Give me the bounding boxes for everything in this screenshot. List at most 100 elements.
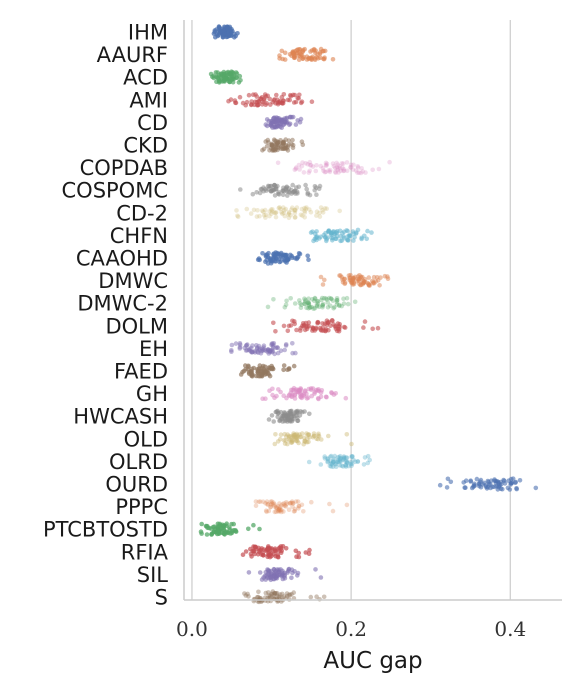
point <box>294 436 300 442</box>
point <box>268 502 274 507</box>
y-tick-label: COPDAB <box>80 156 168 180</box>
point <box>294 48 300 53</box>
point <box>270 392 275 398</box>
series-ourd <box>437 476 539 492</box>
point <box>281 363 287 368</box>
point <box>334 160 339 166</box>
y-tick-label: ACD <box>123 66 168 90</box>
point <box>320 303 326 308</box>
point <box>508 482 513 487</box>
point <box>291 431 296 436</box>
y-tick-label: AAURF <box>97 43 168 67</box>
point <box>312 57 318 62</box>
point <box>220 35 226 40</box>
point <box>278 503 284 508</box>
point <box>271 137 277 142</box>
point <box>359 166 364 171</box>
point <box>255 594 261 600</box>
point <box>245 591 250 597</box>
point <box>229 521 234 527</box>
y-tick-label: OURD <box>105 473 168 497</box>
point <box>291 363 297 369</box>
point <box>273 124 279 130</box>
point <box>293 165 299 170</box>
point <box>316 433 321 438</box>
series-acd <box>208 69 243 85</box>
point <box>264 509 269 515</box>
point <box>295 499 301 504</box>
point <box>281 367 286 373</box>
point <box>289 499 295 504</box>
point <box>298 116 304 122</box>
point <box>342 325 348 330</box>
point <box>308 209 314 215</box>
point <box>269 501 275 506</box>
point <box>282 146 288 151</box>
point <box>288 500 293 506</box>
point <box>274 505 280 511</box>
point <box>289 440 294 445</box>
point <box>337 455 342 460</box>
point <box>309 499 314 505</box>
point <box>283 546 289 551</box>
point <box>351 231 356 236</box>
point <box>305 191 311 197</box>
point <box>283 302 289 308</box>
point <box>273 329 278 334</box>
y-tick-label: PPPC <box>115 495 168 519</box>
point <box>344 160 350 165</box>
point <box>308 162 314 168</box>
point <box>274 393 279 399</box>
point <box>290 189 296 195</box>
point <box>358 170 364 176</box>
point <box>290 350 295 356</box>
point <box>270 386 275 392</box>
point <box>243 593 249 598</box>
point <box>287 592 292 597</box>
point <box>308 594 314 600</box>
point <box>322 48 328 54</box>
series-ihm <box>211 24 240 40</box>
point <box>262 595 268 600</box>
point <box>349 463 354 469</box>
point <box>335 459 340 465</box>
point <box>362 455 368 460</box>
point <box>299 163 305 169</box>
point <box>272 591 277 596</box>
point <box>292 321 298 327</box>
point <box>329 453 334 459</box>
point <box>341 454 347 459</box>
point <box>265 137 271 143</box>
point <box>253 544 258 550</box>
point <box>340 277 345 282</box>
point <box>300 213 305 218</box>
point <box>343 463 348 468</box>
point <box>322 277 327 283</box>
point <box>337 302 342 308</box>
point <box>297 167 302 172</box>
series-gh <box>260 385 349 402</box>
y-tick-labels: IHMAAURFACDAMICDCKDCOPDABCOSPOMCCD-2CHFN… <box>43 21 169 610</box>
point <box>290 434 296 440</box>
point <box>344 455 350 461</box>
point <box>293 432 298 438</box>
point <box>272 591 278 596</box>
series-ami <box>226 92 315 108</box>
point <box>294 431 299 437</box>
point <box>307 547 312 553</box>
point <box>338 456 343 462</box>
point <box>245 342 250 347</box>
point <box>275 554 281 559</box>
point <box>263 212 269 218</box>
point <box>274 92 279 98</box>
point <box>232 35 237 40</box>
point <box>367 457 373 463</box>
point <box>329 462 335 467</box>
point <box>286 437 292 442</box>
point <box>312 184 318 189</box>
point <box>478 484 484 490</box>
point <box>272 546 278 551</box>
point <box>492 484 497 490</box>
point <box>296 96 302 101</box>
point <box>261 347 267 353</box>
